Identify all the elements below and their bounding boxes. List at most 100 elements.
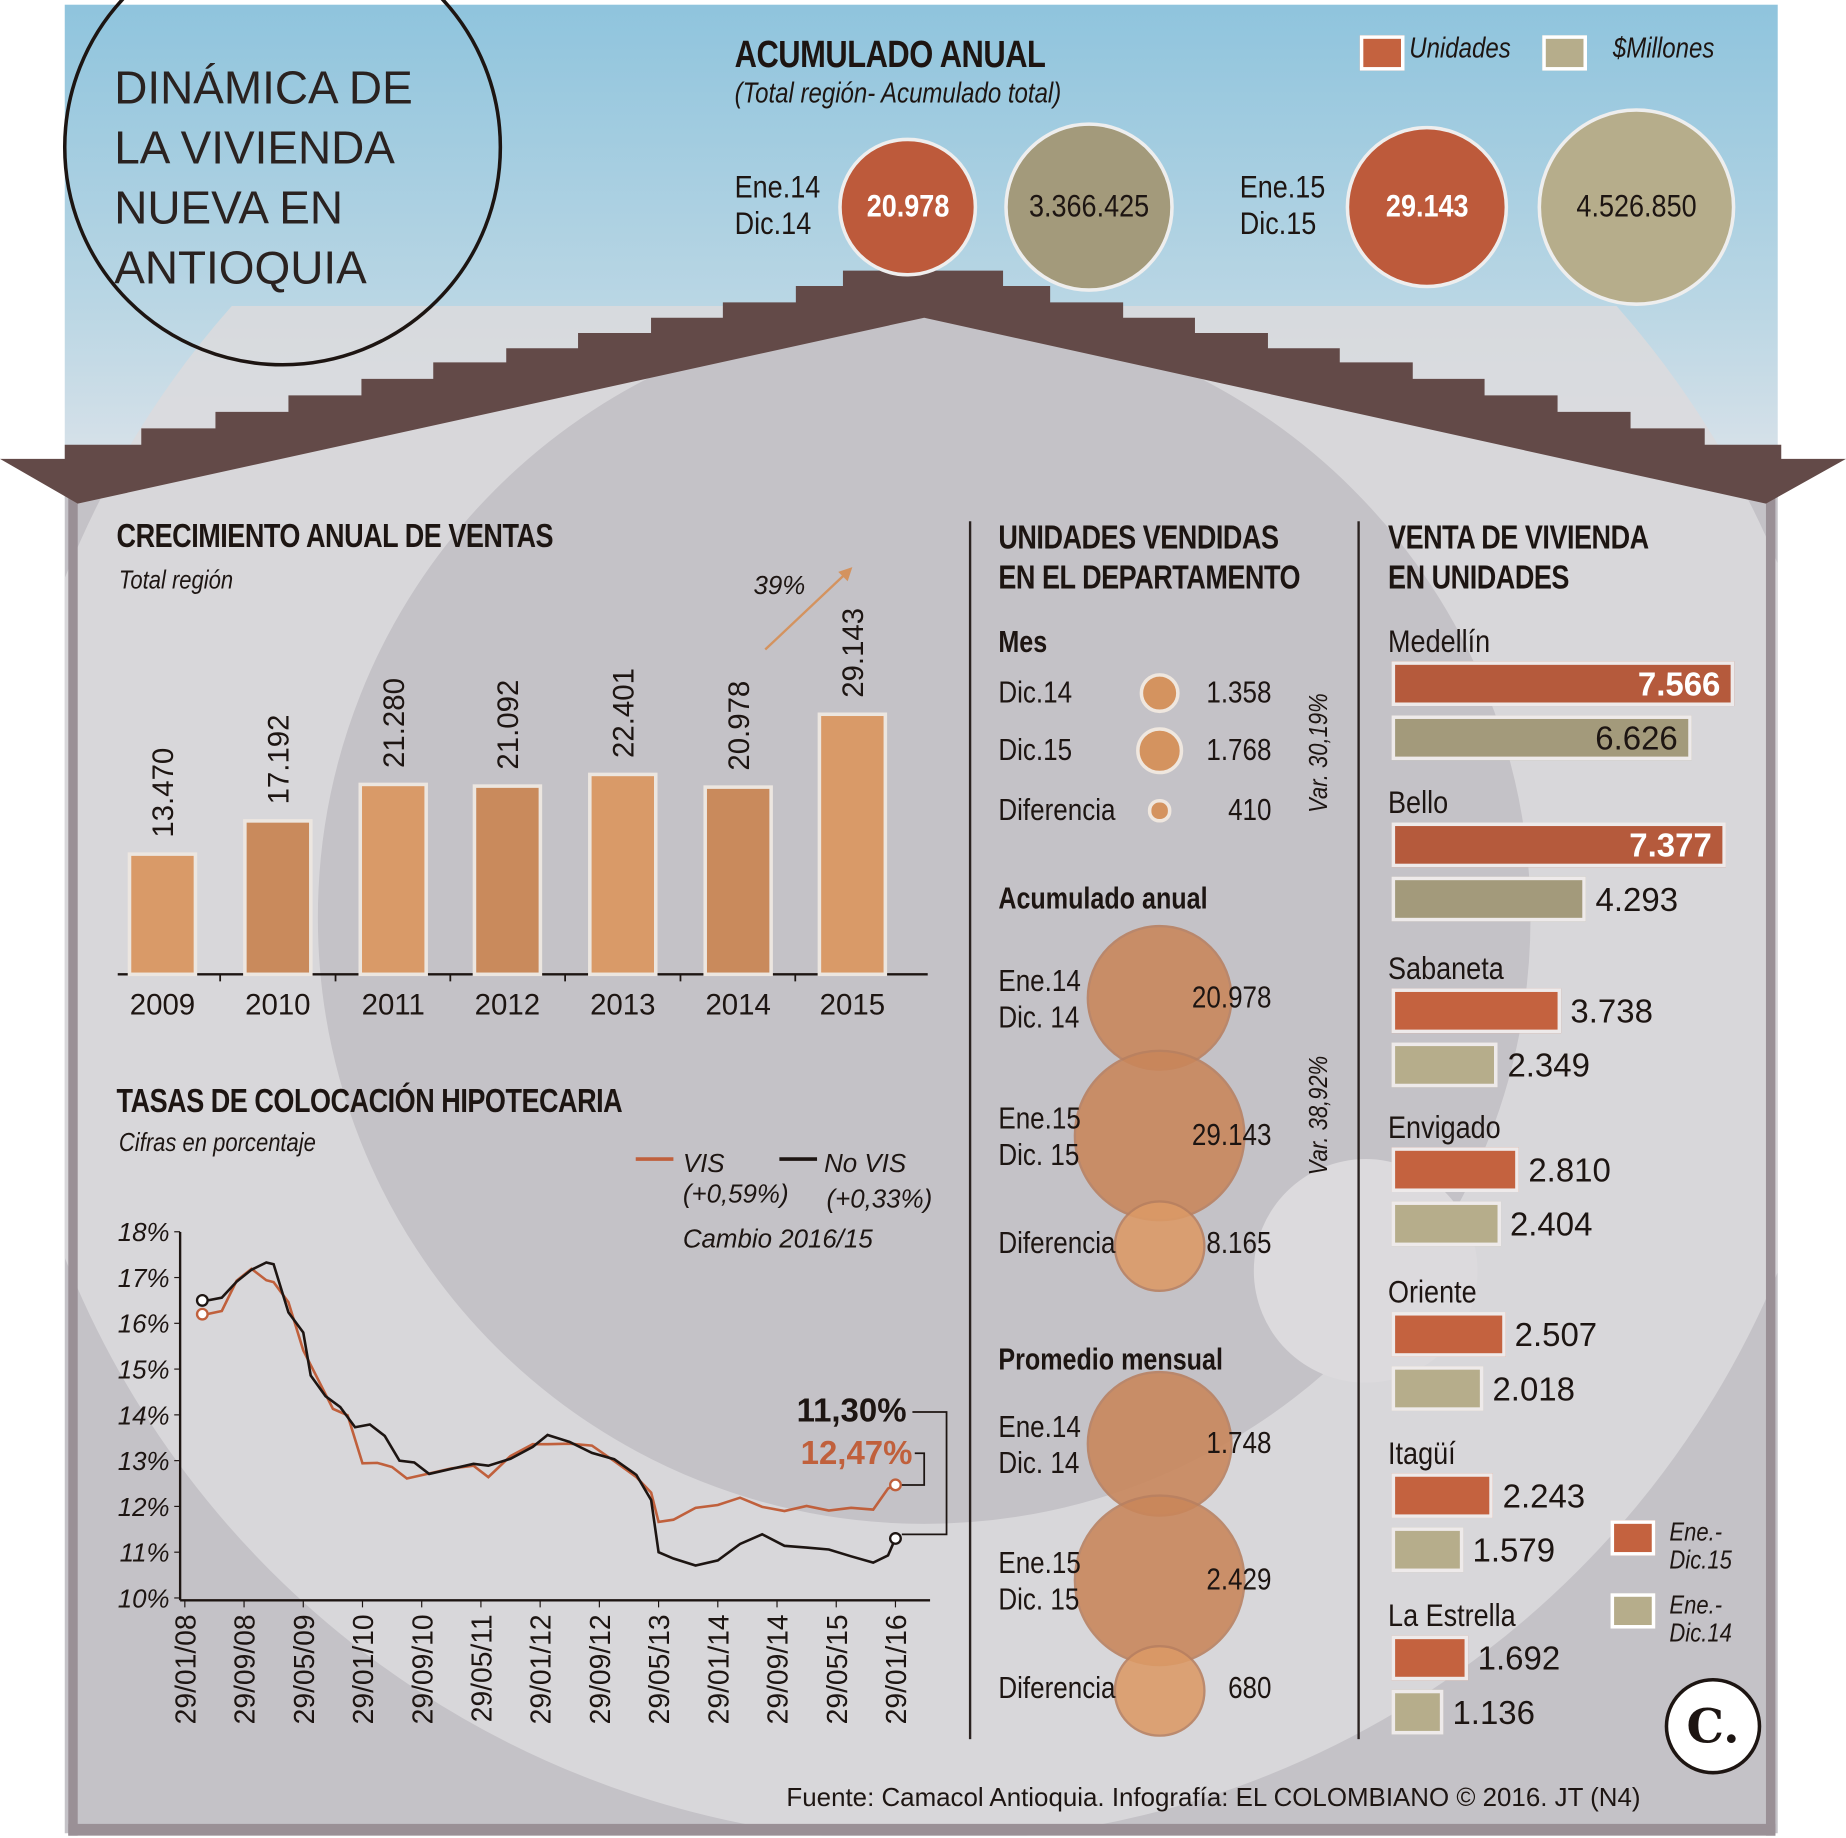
x-tick-label: 2012 — [475, 988, 540, 1021]
x-tick-label: 2011 — [362, 988, 425, 1021]
bar-2014 — [1391, 1366, 1484, 1411]
x-tick-label: 2015 — [820, 988, 885, 1021]
city-name: Itagüí — [1388, 1435, 1456, 1471]
x-tick-label: 2014 — [705, 988, 770, 1021]
title-line: EN EL DEPARTAMENTO — [998, 558, 1301, 596]
millones-circle: 4.526.850 — [1537, 108, 1736, 306]
bar-2015 — [1391, 1473, 1494, 1518]
leader-line — [901, 1452, 926, 1486]
x-tick-label: 29/01/12 — [525, 1614, 557, 1724]
bar-chart: 13.470 2009 17.192 2010 21.280 2011 21.092 2012… — [117, 567, 928, 1021]
bar-value: 2.243 — [1502, 1477, 1586, 1515]
legend-text: Cambio 2016/15 — [683, 1225, 874, 1253]
divider — [1357, 521, 1360, 1740]
value-bubble — [1073, 1494, 1246, 1667]
bar-value: 2.810 — [1528, 1151, 1611, 1189]
y-tick-label: 10% — [118, 1585, 170, 1613]
bar-value: 2.507 — [1514, 1316, 1598, 1354]
row-value: 8.165 — [1206, 1224, 1272, 1261]
source-credit: Fuente: Camacol Antioquia. Infografía: E… — [786, 1782, 1641, 1813]
line-chart-title: TASAS DE COLOCACIÓN HIPOTECARIA — [116, 1082, 623, 1120]
row-value: 2.429 — [1206, 1561, 1272, 1597]
variation-label: Var. 30,19% — [1303, 693, 1333, 813]
bar-2015 — [1391, 1635, 1469, 1681]
bar — [588, 772, 658, 977]
vis-line — [206, 1267, 897, 1524]
legend-label: Dic.14 — [1669, 1617, 1732, 1648]
divider — [968, 521, 972, 1740]
value-bubble — [1113, 1200, 1206, 1292]
period-label: Ene.15 Dic.15 — [1240, 169, 1326, 242]
value-bubble — [1139, 672, 1181, 714]
value-bubble — [1136, 727, 1183, 774]
row-label: Diferencia — [998, 1225, 1115, 1261]
vis-end-label: 12,47% — [801, 1434, 913, 1471]
y-tick-label: 18% — [118, 1219, 170, 1247]
x-tick-label: 2013 — [590, 988, 655, 1021]
bar-2014 — [1391, 1201, 1501, 1247]
start-marker — [195, 1293, 209, 1307]
x-tick-label: 2010 — [245, 988, 310, 1021]
city-name: Oriente — [1388, 1274, 1477, 1310]
row-label-line1: Dic.14 — [998, 674, 1073, 710]
end-marker — [888, 1478, 902, 1492]
bar-2015 — [1391, 988, 1561, 1034]
legend-label: $Millones — [1613, 32, 1715, 65]
row-label: Diferencia — [998, 792, 1115, 828]
period-start: Ene.15 — [1239, 169, 1326, 205]
value-bubble — [1086, 1370, 1233, 1517]
city-legend: Ene.- Dic.15 Ene.- Dic.14 — [1610, 1517, 1743, 1648]
title-line: VENTA DE VIVIENDA — [1388, 518, 1649, 556]
value-bubble — [1148, 799, 1171, 822]
bar — [472, 784, 543, 977]
title-line: NUEVA EN — [114, 183, 343, 235]
row-label-line1: Ene.15 — [998, 1545, 1081, 1581]
bar — [358, 782, 428, 977]
x-tick-label: 29/01/08 — [169, 1614, 201, 1724]
bar-value: 3.738 — [1570, 993, 1653, 1030]
row-label: Ene.14 Dic. 14 — [998, 1409, 1080, 1482]
row-label-line1: Ene.14 — [998, 962, 1081, 998]
bar-value: 1.579 — [1472, 1532, 1556, 1569]
row-label: Dic.14 — [998, 674, 1072, 710]
bar — [817, 712, 888, 977]
row-label: Ene.15 Dic. 15 — [998, 1545, 1080, 1618]
row-label-line1: Diferencia — [998, 791, 1116, 828]
row-value: 410 — [1228, 791, 1272, 828]
el-colombiano-logo: C. — [1664, 1677, 1762, 1775]
row-value: 20.978 — [1191, 979, 1272, 1015]
legend-swatch-14 — [1610, 1593, 1656, 1629]
city-name: Bello — [1388, 784, 1449, 821]
bar-2015 — [1391, 1312, 1506, 1357]
row-label-line1: Diferencia — [998, 1224, 1116, 1261]
bar-chart-subtitle: Total región — [118, 564, 234, 595]
bar-value: 4.293 — [1595, 881, 1679, 918]
bar — [243, 819, 313, 977]
x-tick-label: 29/05/11 — [466, 1614, 498, 1722]
bar-2015 — [1391, 661, 1735, 707]
y-tick-label: 11% — [120, 1540, 170, 1568]
end-marker — [888, 1531, 902, 1545]
row-value: 1.768 — [1206, 731, 1272, 768]
bar-value-label: 20.978 — [723, 681, 756, 771]
bar-chart-title: CRECIMIENTO ANUAL DE VENTAS — [116, 517, 554, 555]
x-tick-label: 29/09/14 — [762, 1614, 794, 1724]
y-tick-label: 13% — [118, 1448, 170, 1476]
no-vis-end-label: 11,30% — [797, 1391, 907, 1428]
bar-value-label: 13.470 — [147, 748, 180, 838]
legend-swatch-15 — [1610, 1520, 1656, 1556]
title-circle — [63, 0, 503, 367]
venta-title: VENTA DE VIVIENDA EN UNIDADES — [1388, 518, 1649, 598]
city-name: Sabaneta — [1388, 950, 1504, 987]
millones-value: 3.366.425 — [1028, 188, 1150, 225]
legend-label: Dic.15 — [1669, 1545, 1732, 1575]
stepped-roof — [0, 270, 1846, 504]
arrow-head — [838, 567, 853, 582]
period-end: Dic.14 — [734, 205, 812, 242]
row-label-line2: Dic. 15 — [998, 1136, 1080, 1172]
no-vis-line — [206, 1261, 897, 1567]
group-title: Promedio mensual — [998, 1341, 1223, 1377]
legend-text: No VIS — [824, 1150, 906, 1178]
x-tick-label: 29/09/10 — [406, 1614, 438, 1724]
